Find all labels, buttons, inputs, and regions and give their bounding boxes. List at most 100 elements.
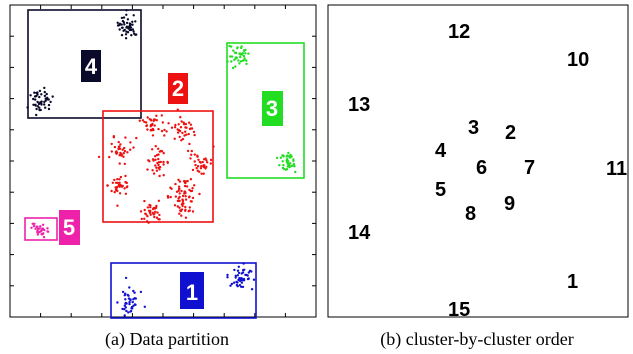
data-point (116, 178, 119, 181)
data-point (130, 34, 133, 37)
data-point (179, 116, 182, 119)
data-point (153, 215, 156, 219)
data-point (178, 206, 181, 209)
data-point (178, 199, 181, 203)
data-point (36, 233, 40, 236)
partition-3-box (226, 42, 305, 179)
data-point (146, 206, 150, 209)
data-point (147, 159, 150, 162)
data-point (151, 134, 155, 137)
data-point (245, 62, 248, 66)
data-point (205, 165, 208, 169)
data-point (183, 134, 186, 137)
data-point (196, 169, 199, 172)
data-point (120, 185, 124, 188)
data-point (122, 155, 125, 158)
data-point (41, 227, 45, 230)
data-point (181, 137, 185, 141)
data-point (241, 285, 245, 289)
data-point (179, 126, 183, 129)
data-point (283, 167, 286, 171)
partition-4-label: 4 (85, 54, 98, 79)
data-point (289, 162, 292, 165)
data-point (120, 16, 124, 20)
scatter-points (26, 9, 297, 317)
data-point (180, 208, 184, 211)
data-point (232, 49, 235, 52)
data-point (149, 118, 152, 121)
order-label-10: 10 (567, 49, 589, 71)
partition-2-label: 2 (172, 76, 184, 101)
data-point (129, 299, 132, 302)
data-point (174, 195, 177, 198)
data-point (122, 16, 126, 19)
data-point (188, 142, 191, 146)
partition-1-box (110, 262, 257, 319)
data-point (188, 188, 191, 192)
data-point (241, 59, 245, 62)
data-point (116, 181, 119, 185)
data-point (131, 20, 134, 23)
data-point (238, 284, 242, 287)
data-point (159, 160, 162, 164)
data-point (117, 183, 121, 187)
data-point (186, 149, 190, 153)
data-point (157, 157, 160, 161)
data-point (245, 273, 248, 277)
data-point (154, 164, 157, 167)
data-point (114, 186, 117, 189)
data-point (292, 162, 296, 166)
data-point (167, 122, 170, 125)
data-point (33, 91, 36, 94)
data-point (38, 102, 41, 105)
data-point (242, 49, 246, 52)
data-point (155, 216, 159, 219)
data-point (187, 132, 190, 136)
data-point (36, 105, 40, 108)
data-point (235, 283, 239, 287)
data-point (111, 181, 115, 184)
data-point (34, 103, 37, 107)
data-point (230, 55, 234, 58)
data-point (184, 191, 187, 195)
data-point (170, 187, 173, 190)
data-point (287, 151, 290, 155)
data-point (155, 169, 159, 172)
data-point (179, 209, 182, 212)
data-point (122, 152, 126, 155)
data-point (286, 154, 289, 157)
data-point (200, 164, 203, 168)
data-point (176, 131, 180, 134)
data-point (130, 305, 134, 309)
data-point (129, 141, 132, 144)
data-point (173, 137, 176, 140)
data-point (151, 211, 154, 214)
data-point (143, 217, 146, 220)
data-point (149, 213, 152, 216)
data-point (119, 175, 123, 179)
data-point (125, 13, 128, 16)
data-point (205, 159, 208, 162)
data-point (134, 297, 137, 300)
data-point (203, 164, 206, 167)
data-point (239, 277, 242, 280)
data-point (166, 161, 169, 165)
data-point (132, 298, 135, 301)
data-point (126, 31, 130, 34)
data-point (184, 209, 187, 212)
data-point (42, 232, 45, 235)
data-point (198, 192, 201, 196)
left-caption: (a) Data partition (105, 329, 229, 350)
data-point (149, 125, 152, 128)
data-point (157, 218, 160, 221)
data-point (38, 95, 41, 99)
data-point (124, 301, 128, 305)
data-point (163, 128, 166, 132)
data-point (119, 143, 122, 146)
data-point (125, 309, 128, 313)
data-point (175, 190, 179, 193)
panel-data-partition: 4 2 3 5 1 (a) Data partition (9, 4, 317, 350)
data-point (239, 55, 242, 59)
data-point (237, 265, 240, 268)
data-point (154, 145, 157, 148)
